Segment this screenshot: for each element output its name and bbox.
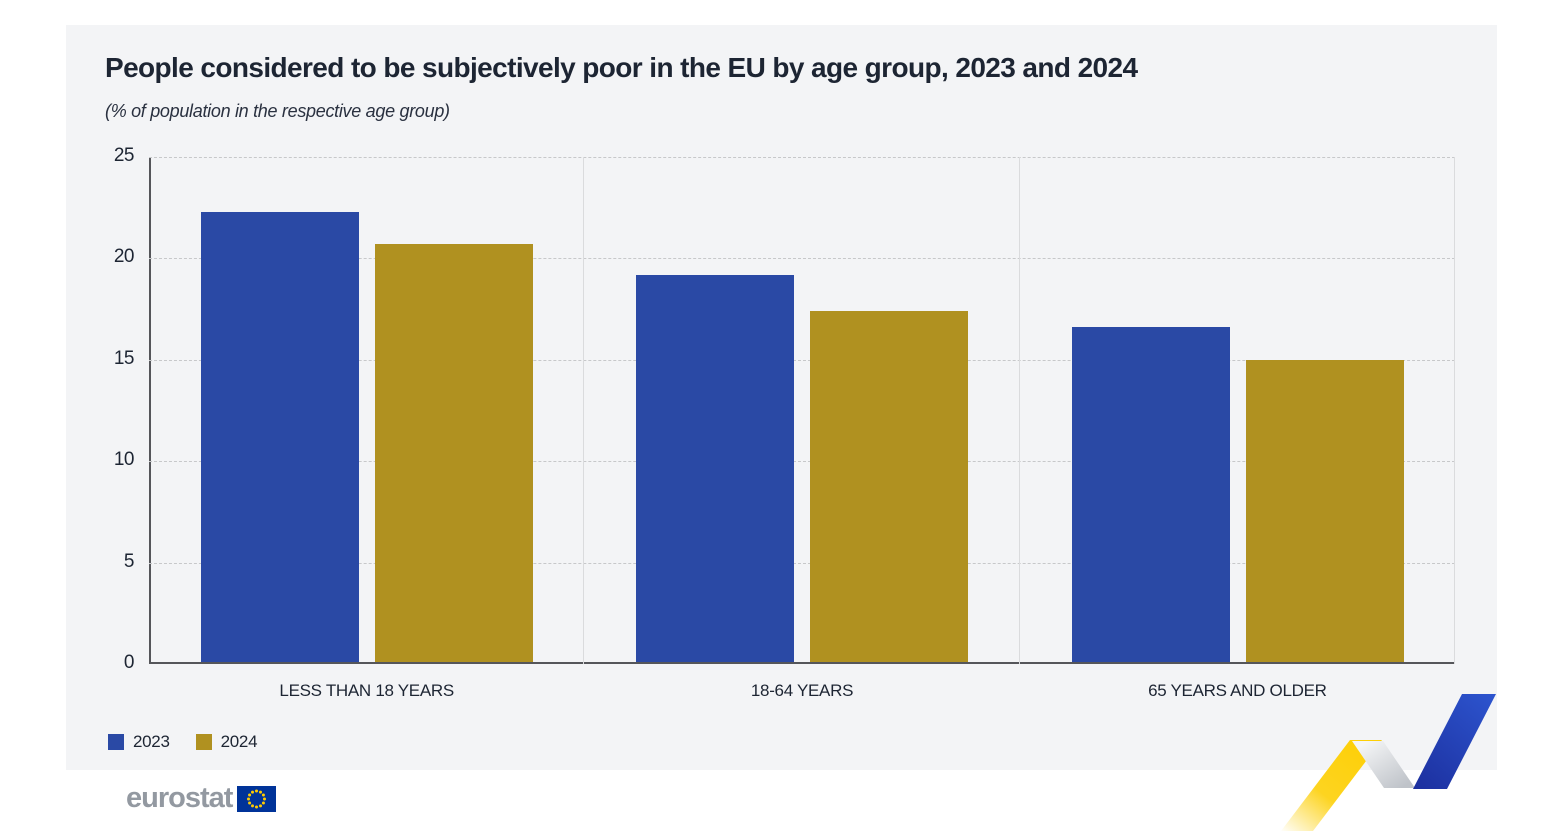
plot-area — [149, 157, 1455, 664]
y-tick-label-5: 5 — [123, 550, 135, 572]
eu-flag-star — [247, 797, 251, 800]
y-tick-label-25: 25 — [113, 145, 135, 166]
bar-2023-18-64-years — [636, 274, 795, 662]
legend-label-2024: 2024 — [220, 732, 258, 751]
category-label-18-64-years: 18-64 YEARS — [750, 681, 854, 700]
legend-swatch-2023 — [108, 734, 124, 750]
chart-subtitle: (% of population in the respective age g… — [105, 101, 450, 121]
eu-flag-star — [251, 790, 255, 794]
x-axis-line — [149, 662, 1455, 664]
section-separator-2 — [1018, 157, 1020, 664]
bar-2023-65-years-and-older — [1071, 327, 1230, 662]
gridline-20 — [149, 258, 1455, 260]
legend-swatch-2024 — [195, 734, 212, 750]
category-label-less-than-18-years: LESS THAN 18 YEARS — [279, 681, 454, 700]
y-tick-label-0: 0 — [123, 652, 135, 673]
gridline-5 — [149, 562, 1455, 564]
eurostat-logo: eurostat — [126, 782, 277, 815]
bar-2024-less-than-18-years — [375, 244, 533, 662]
plot-right-border — [1454, 157, 1455, 664]
eurostat-logo-text: eurostat — [126, 782, 233, 814]
bar-2024-65-years-and-older — [1245, 359, 1404, 662]
legend-label-2023: 2023 — [133, 732, 170, 751]
y-tick-label-15: 15 — [113, 347, 135, 369]
legend-item-2024: 2024 — [195, 732, 258, 752]
bar-2024-18-64-years — [810, 311, 969, 662]
bar-2023-less-than-18-years — [201, 211, 359, 662]
y-axis-line — [149, 157, 151, 664]
ribbon-decoration — [1281, 694, 1496, 831]
eu-flag-star — [255, 789, 259, 792]
eu-flag-icon — [237, 785, 277, 812]
gridline-10 — [149, 461, 1455, 463]
ribbon-yellow-band — [1281, 740, 1382, 831]
eu-flag-star — [251, 803, 255, 807]
ribbon-gray-fold — [1352, 741, 1415, 788]
ribbon-blue-band — [1413, 694, 1496, 789]
eu-flag-star — [259, 803, 263, 807]
section-separator-1 — [583, 157, 585, 664]
chart-title: People considered to be subjectively poo… — [105, 52, 1138, 83]
y-tick-label-10: 10 — [113, 449, 135, 471]
y-tick-label-20: 20 — [113, 246, 135, 268]
eu-flag-star — [263, 797, 267, 800]
legend: 2023 2024 — [108, 732, 258, 752]
gridline-25 — [149, 157, 1455, 158]
legend-item-2023: 2023 — [108, 732, 170, 752]
category-label-65-years-and-older: 65 YEARS AND OLDER — [1148, 681, 1327, 700]
gridline-15 — [149, 359, 1455, 361]
eu-flag-star — [262, 793, 266, 796]
eu-flag-star — [248, 793, 252, 796]
eu-flag-star — [259, 790, 263, 794]
eu-flag-star — [248, 801, 252, 804]
eu-flag-star — [255, 805, 259, 808]
eu-flag-star — [262, 801, 266, 804]
